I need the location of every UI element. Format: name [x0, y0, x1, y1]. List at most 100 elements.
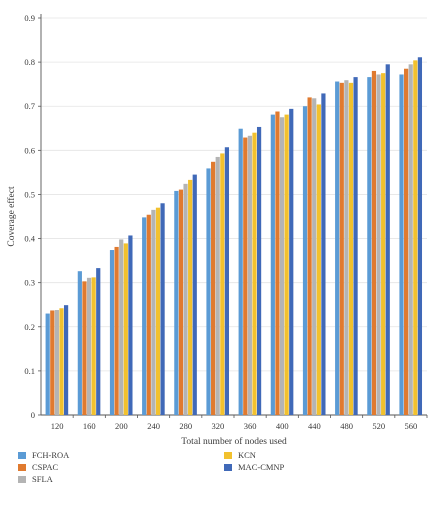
bar-fch-roa-440 — [302, 106, 308, 415]
grid-layer — [41, 17, 427, 372]
y-tick-label: 0.8 — [24, 57, 35, 67]
x-tick-label: 480 — [340, 421, 353, 431]
bar-sfla-240 — [151, 209, 156, 415]
bar-kcn-520 — [381, 73, 386, 415]
y-tick-label: 0.5 — [24, 189, 35, 199]
bar-fch-roa-560 — [399, 74, 404, 415]
bar-kcn-120 — [59, 308, 64, 415]
bar-mac-cmnp-120 — [63, 305, 69, 415]
bar-sfla-160 — [86, 277, 92, 415]
bar-kcn-280 — [188, 179, 193, 415]
bar-fch-roa-160 — [77, 271, 82, 415]
bar-cspac-480 — [339, 82, 344, 416]
bar-cspac-320 — [211, 161, 216, 415]
bar-mac-cmnp-160 — [96, 268, 101, 415]
bar-sfla-200 — [119, 239, 124, 415]
x-tick-label: 160 — [83, 421, 96, 431]
bar-fch-roa-320 — [206, 168, 211, 415]
bar-fch-roa-200 — [109, 250, 115, 415]
x-tick-label: 200 — [115, 421, 128, 431]
y-tick-label: 0.2 — [24, 322, 35, 332]
bar-sfla-480 — [344, 80, 349, 416]
x-tick-label: 280 — [179, 421, 192, 431]
x-axis-label: Total number of nodes used — [181, 436, 287, 447]
bar-mac-cmnp-560 — [417, 57, 423, 416]
tick-labels-layer: 0 0.1 0.2 0.3 0.4 0.5 0.6 0.7 0.8 0.9 120 160 200 240… — [24, 13, 417, 431]
bar-cspac-360 — [243, 137, 248, 415]
bar-cspac-560 — [404, 68, 409, 415]
bar-cspac-200 — [114, 246, 119, 415]
y-tick-label: 0.1 — [24, 366, 35, 376]
bar-sfla-440 — [312, 98, 317, 415]
bar-cspac-440 — [307, 97, 312, 416]
bar-kcn-320 — [220, 153, 225, 415]
y-tick-label: 0.7 — [24, 101, 35, 111]
bar-cspac-280 — [178, 189, 184, 415]
bar-sfla-520 — [376, 74, 381, 415]
x-tick-label: 520 — [372, 421, 385, 431]
bar-kcn-160 — [91, 277, 96, 415]
bar-fch-roa-360 — [238, 128, 243, 416]
x-tick-label: 120 — [51, 421, 64, 431]
bar-sfla-120 — [54, 310, 59, 415]
y-tick-label: 0.3 — [24, 278, 35, 288]
bar-mac-cmnp-520 — [385, 64, 390, 416]
bar-kcn-400 — [284, 114, 289, 415]
bar-mac-cmnp-360 — [256, 126, 262, 416]
y-tick-label: 0 — [31, 410, 35, 420]
bar-sfla-280 — [183, 183, 188, 415]
bar-cspac-160 — [82, 281, 87, 415]
bar-kcn-200 — [123, 243, 128, 415]
bar-mac-cmnp-320 — [224, 147, 230, 416]
bar-kcn-560 — [413, 60, 418, 415]
x-tick-label: 400 — [276, 421, 289, 431]
bar-kcn-480 — [348, 82, 354, 416]
legend-swatch — [224, 452, 232, 459]
legend-swatch — [18, 476, 26, 483]
legend: FCH-ROA CSPAC SFLA KCN MAC-CMNP — [18, 450, 285, 484]
legend-swatch — [18, 452, 26, 459]
bars-layer — [45, 57, 423, 416]
y-tick-label: 0.4 — [24, 234, 35, 244]
x-tick-label: 560 — [405, 421, 418, 431]
bar-sfla-320 — [215, 156, 220, 415]
legend-label: FCH-ROA — [32, 450, 70, 460]
bar-cspac-400 — [275, 111, 280, 415]
x-tick-label: 440 — [308, 421, 321, 431]
bar-fch-roa-240 — [142, 217, 147, 415]
legend-swatch — [224, 464, 232, 471]
y-tick-label: 0.9 — [24, 13, 35, 23]
y-tick-label: 0.6 — [24, 145, 35, 155]
legend-label: CSPAC — [32, 462, 58, 472]
bar-mac-cmnp-480 — [353, 77, 358, 415]
bar-fch-roa-480 — [335, 81, 340, 416]
y-axis-label: Coverage effect — [6, 186, 17, 247]
bar-kcn-440 — [316, 104, 321, 416]
legend-swatch — [18, 464, 26, 471]
bar-sfla-560 — [408, 64, 413, 416]
legend-label: KCN — [238, 450, 256, 460]
bar-sfla-360 — [247, 135, 252, 415]
x-tick-label: 320 — [212, 421, 225, 431]
bar-cspac-240 — [146, 214, 151, 415]
legend-label: MAC-CMNP — [238, 462, 285, 472]
bar-mac-cmnp-440 — [321, 93, 326, 416]
bar-sfla-400 — [279, 117, 285, 415]
bar-mac-cmnp-200 — [128, 235, 133, 415]
bar-fch-roa-520 — [367, 77, 372, 415]
axis-layer — [38, 14, 428, 418]
bar-fch-roa-280 — [174, 190, 179, 415]
bar-cspac-520 — [371, 70, 377, 415]
bar-mac-cmnp-400 — [289, 108, 294, 415]
x-tick-label: 360 — [244, 421, 257, 431]
bar-kcn-360 — [252, 132, 257, 415]
bar-fch-roa-120 — [45, 313, 50, 415]
x-tick-label: 240 — [147, 421, 160, 431]
bar-kcn-240 — [155, 207, 161, 415]
bar-mac-cmnp-280 — [192, 174, 197, 415]
bar-cspac-120 — [50, 310, 55, 415]
legend-label: SFLA — [32, 474, 54, 484]
bar-mac-cmnp-240 — [160, 203, 165, 415]
